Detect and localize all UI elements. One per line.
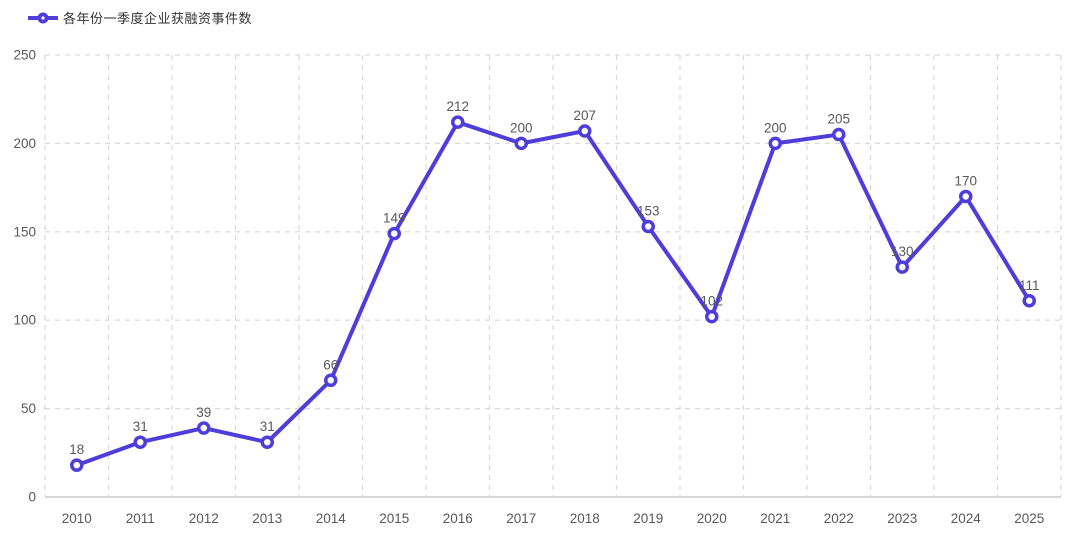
y-axis-tick-label: 250 [13, 48, 36, 63]
data-point-label: 149 [383, 211, 406, 226]
x-axis-tick-label: 2018 [570, 511, 600, 526]
x-axis-tick-label: 2019 [633, 511, 663, 526]
x-axis-tick-label: 2023 [887, 511, 917, 526]
data-point-marker[interactable] [768, 136, 782, 151]
data-point-marker[interactable] [260, 435, 274, 449]
data-point-label: 111 [1019, 278, 1040, 293]
legend-item[interactable]: 各年份一季度企业获融资事件数 [28, 8, 252, 27]
data-point-marker[interactable] [514, 136, 528, 151]
data-point-marker[interactable] [70, 458, 84, 472]
data-point-label: 66 [323, 357, 338, 372]
data-point-label: 212 [446, 99, 469, 114]
x-axis-tick-label: 2022 [824, 511, 854, 526]
legend-marker-icon [28, 12, 58, 23]
data-point-marker[interactable] [959, 189, 973, 204]
x-axis-tick-label: 2021 [760, 511, 790, 526]
y-axis-tick-label: 150 [13, 224, 36, 239]
series-line [74, 120, 1032, 468]
data-point-marker[interactable] [641, 219, 655, 234]
data-point-label: 130 [891, 244, 914, 259]
data-point-marker[interactable] [705, 309, 719, 324]
x-axis-tick-label: 2012 [189, 511, 219, 526]
y-axis-tick-label: 200 [13, 136, 36, 151]
data-point-label: 170 [954, 173, 977, 188]
data-point-marker[interactable] [133, 435, 147, 449]
data-point-label: 200 [510, 120, 533, 135]
data-point-label: 31 [133, 419, 148, 434]
x-axis-tick-label: 2024 [951, 511, 982, 526]
data-point-label: 200 [764, 120, 787, 135]
y-axis-tick-label: 100 [13, 313, 36, 328]
data-point-label: 102 [700, 294, 723, 309]
y-axis-tick-label: 0 [28, 490, 36, 505]
data-point-label: 39 [196, 405, 211, 420]
x-axis-tick-label: 2014 [316, 511, 347, 526]
legend-label: 各年份一季度企业获融资事件数 [63, 11, 253, 26]
data-point-marker[interactable] [387, 226, 401, 241]
x-axis-tick-label: 2020 [697, 511, 727, 526]
data-point-marker[interactable] [578, 124, 592, 138]
data-point-label: 207 [573, 108, 596, 123]
x-axis-tick-label: 2017 [506, 511, 536, 526]
x-axis-tick-label: 2011 [126, 511, 155, 526]
x-axis-tick-label: 2010 [62, 511, 92, 526]
x-axis-tick-label: 2016 [443, 511, 473, 526]
data-point-label: 18 [69, 442, 84, 457]
data-point-marker[interactable] [197, 421, 211, 435]
x-axis-tick-label: 2015 [379, 511, 409, 526]
data-point-marker[interactable] [895, 260, 909, 274]
data-point-marker[interactable] [324, 373, 338, 388]
data-point-label: 205 [827, 112, 850, 127]
y-axis-tick-label: 50 [21, 401, 36, 416]
data-point-marker[interactable] [1022, 294, 1036, 308]
data-point-marker[interactable] [451, 115, 465, 129]
x-axis-tick-label: 2013 [252, 511, 282, 526]
x-axis-tick-label: 2025 [1014, 511, 1044, 526]
data-point-marker[interactable] [832, 127, 846, 142]
data-point-label: 31 [260, 419, 275, 434]
data-point-label: 153 [637, 203, 660, 218]
